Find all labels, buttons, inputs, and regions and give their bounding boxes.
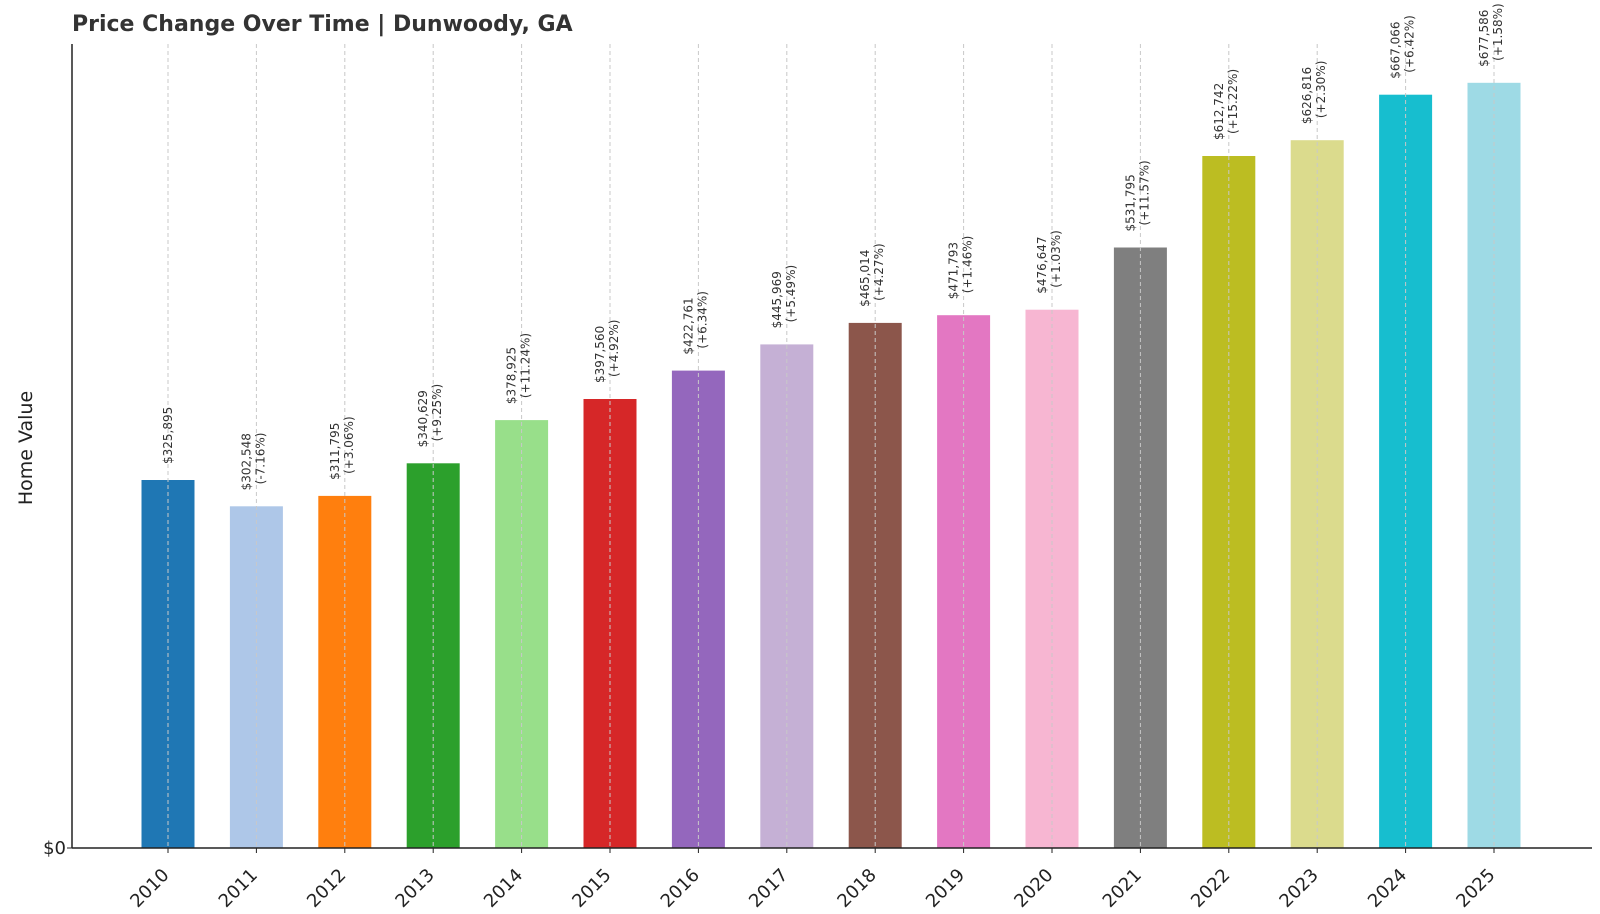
- change-label-2017: (+5.49%): [784, 265, 798, 323]
- bar-2017: [760, 344, 814, 848]
- value-label-2025: $677,586: [1477, 10, 1491, 67]
- data-labels: $325,895 $302,548 (-7.16%) $311,795 (+3.06%)…: [161, 3, 1505, 848]
- x-tick-label-2014: 2014: [480, 865, 527, 912]
- value-label-2018: $465,014: [858, 250, 872, 307]
- y-axis-label: Home Value: [15, 391, 37, 505]
- change-label-2016: (+6.34%): [695, 291, 709, 349]
- bar-2021: [1113, 247, 1167, 848]
- change-label-2013: (+9.25%): [430, 384, 444, 442]
- change-label-2021: (+11.57%): [1137, 160, 1151, 225]
- change-label-2011: (-7.16%): [253, 433, 267, 485]
- change-label-2022: (+15.22%): [1226, 69, 1240, 134]
- value-label-2011: $302,548: [239, 433, 253, 490]
- x-tick-label-2020: 2020: [1010, 865, 1057, 912]
- value-label-2021: $531,795: [1123, 174, 1137, 231]
- change-label-2014: (+11.24%): [519, 333, 533, 398]
- value-label-2023: $626,816: [1300, 67, 1314, 124]
- x-tick-label-2025: 2025: [1452, 865, 1499, 912]
- change-label-2023: (+2.30%): [1314, 61, 1328, 119]
- x-tick-label-2012: 2012: [303, 865, 350, 912]
- x-tick-label-2015: 2015: [568, 865, 615, 912]
- change-label-2020: (+1.03%): [1049, 230, 1063, 288]
- x-tick-label-2019: 2019: [922, 865, 969, 912]
- value-label-2016: $422,761: [681, 297, 695, 354]
- value-label-2012: $311,795: [328, 423, 342, 480]
- x-tick-label-2016: 2016: [657, 865, 704, 912]
- chart-title: Price Change Over Time | Dunwoody, GA: [72, 12, 573, 37]
- change-label-2012: (+3.06%): [342, 416, 356, 474]
- x-tick-label-2022: 2022: [1187, 865, 1234, 912]
- bar-2016: [671, 370, 725, 848]
- x-tick-label-2021: 2021: [1099, 865, 1146, 912]
- x-tick-label-2017: 2017: [745, 865, 792, 912]
- value-label-2020: $476,647: [1035, 236, 1049, 293]
- value-label-2019: $471,793: [947, 242, 961, 299]
- x-tick-label-2010: 2010: [126, 865, 173, 912]
- change-label-2019: (+1.46%): [961, 236, 975, 294]
- value-label-2014: $378,925: [505, 347, 519, 404]
- y-tick-label: $0: [43, 838, 66, 859]
- change-label-2015: (+4.92%): [607, 320, 621, 378]
- x-tick-label-2024: 2024: [1364, 865, 1411, 912]
- value-label-2022: $612,742: [1212, 83, 1226, 140]
- value-label-2010: $325,895: [161, 407, 175, 464]
- change-label-2024: (+6.42%): [1403, 15, 1417, 73]
- x-tick-label-2018: 2018: [833, 865, 880, 912]
- value-label-2024: $667,066: [1389, 21, 1403, 78]
- value-label-2013: $340,629: [416, 390, 430, 447]
- value-label-2017: $445,969: [770, 271, 784, 328]
- change-label-2025: (+1.58%): [1491, 3, 1505, 61]
- x-tick-label-2011: 2011: [215, 865, 262, 912]
- x-tick-label-2013: 2013: [391, 865, 438, 912]
- x-tick-label-2023: 2023: [1275, 865, 1322, 912]
- change-label-2018: (+4.27%): [872, 243, 886, 301]
- value-label-2015: $397,560: [593, 326, 607, 383]
